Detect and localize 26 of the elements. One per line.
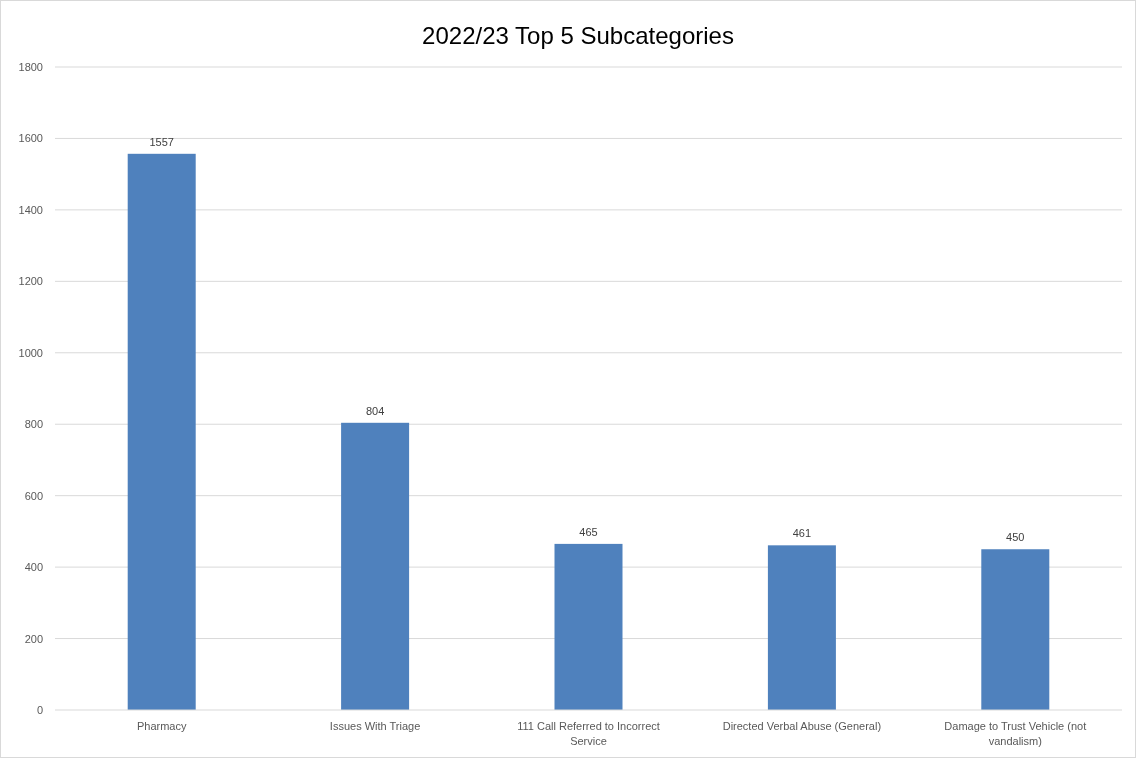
y-tick-label: 800 [24, 418, 43, 431]
y-tick-label: 1200 [18, 275, 43, 288]
y-tick-label: 1600 [18, 132, 43, 145]
x-tick-label: Pharmacy [136, 720, 187, 732]
data-label: 450 [1006, 531, 1025, 544]
bar [767, 545, 836, 710]
bar [554, 543, 623, 710]
y-tick-label: 1400 [18, 203, 43, 216]
data-label: 465 [579, 525, 598, 538]
y-tick-label: 1800 [18, 61, 43, 73]
data-label: 804 [365, 404, 385, 417]
bar [341, 422, 410, 710]
bar [981, 549, 1050, 710]
y-tick-label: 200 [24, 632, 43, 645]
bar [127, 153, 196, 710]
y-tick-label: 0 [36, 704, 43, 716]
data-label: 1557 [149, 135, 174, 148]
x-tick-label: 111 Call Referred to Incorrect Service [517, 720, 660, 747]
x-tick-label: Issues With Triage [329, 720, 421, 732]
chart-title: 2022/23 Top 5 Subcategories [422, 22, 734, 49]
y-tick-label: 1000 [18, 346, 43, 359]
x-tick-label: Damage to Trust Vehicle (not vandalism) [944, 720, 1087, 747]
y-tick-label: 600 [24, 489, 43, 502]
data-label: 461 [792, 527, 812, 540]
x-tick-label: Directed Verbal Abuse (General) [722, 720, 882, 732]
y-tick-label: 400 [24, 561, 43, 574]
